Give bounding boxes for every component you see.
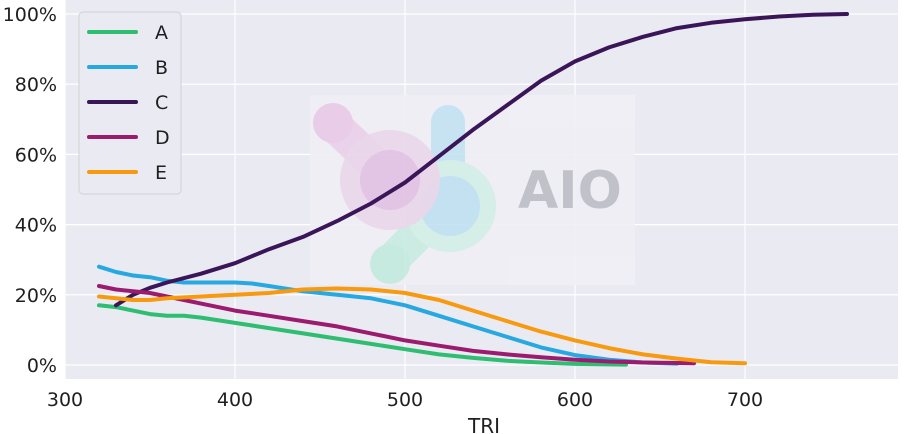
x-tick-label: 300 bbox=[47, 389, 83, 411]
y-tick-label: 100% bbox=[3, 4, 57, 26]
x-tick-label: 600 bbox=[557, 389, 593, 411]
series-lines bbox=[97, 12, 849, 367]
y-tick-label: 80% bbox=[15, 74, 57, 96]
series-line-c bbox=[114, 12, 849, 308]
y-tick-label: 60% bbox=[15, 144, 57, 166]
watermark-text: AIO bbox=[518, 161, 622, 221]
watermark-dot-green bbox=[370, 244, 410, 284]
legend-label-c: C bbox=[155, 92, 168, 114]
x-tick-labels: 300 400 500 600 700 bbox=[47, 389, 763, 411]
x-axis-label: TRI bbox=[467, 414, 500, 434]
legend-label-d: D bbox=[155, 127, 170, 149]
watermark-dot-purple bbox=[360, 150, 420, 210]
x-tick-label: 400 bbox=[217, 389, 253, 411]
y-tick-label: 20% bbox=[15, 285, 57, 307]
watermark-logo: AIO bbox=[310, 95, 635, 285]
y-tick-label: 0% bbox=[27, 355, 57, 377]
series-line-e bbox=[97, 286, 747, 366]
series-line-b bbox=[97, 264, 679, 366]
y-tick-label: 40% bbox=[15, 215, 57, 237]
legend-label-e: E bbox=[155, 162, 167, 184]
series-line-a bbox=[97, 303, 628, 367]
x-tick-label: 500 bbox=[387, 389, 423, 411]
x-tick-label: 700 bbox=[727, 389, 763, 411]
series-line-d bbox=[97, 284, 696, 366]
watermark-dot-purple-small bbox=[313, 103, 353, 143]
y-tick-labels: 0% 20% 40% 60% 80% 100% bbox=[3, 4, 57, 377]
legend-label-a: A bbox=[155, 22, 168, 44]
legend-label-b: B bbox=[155, 57, 168, 79]
